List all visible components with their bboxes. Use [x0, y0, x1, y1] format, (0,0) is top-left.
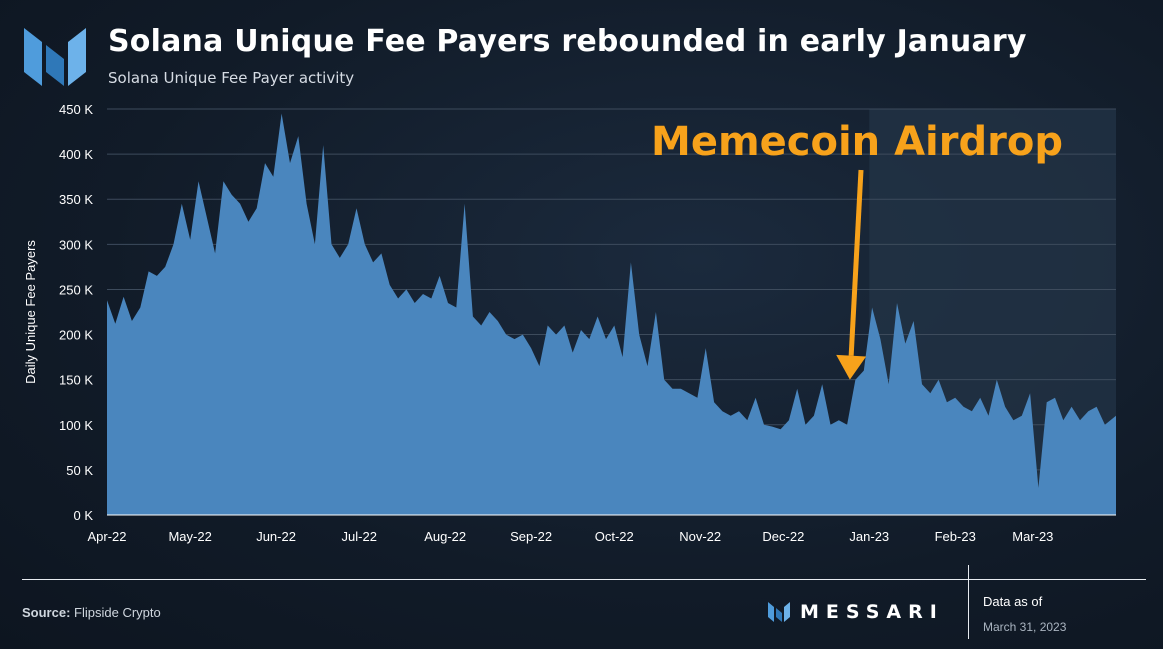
- source-name: Flipside Crypto: [74, 605, 161, 620]
- x-tick-label: Jul-22: [342, 529, 377, 544]
- messari-brand: MESSARI: [768, 600, 944, 624]
- x-tick-label: Jun-22: [256, 529, 296, 544]
- source-note: Source: Flipside Crypto: [22, 605, 161, 620]
- x-tick-labels: Apr-22 May-22 Jun-22 Jul-22 Aug-22 Sep-22 Oct-…: [87, 529, 1053, 544]
- y-tick-label: 400 K: [59, 147, 93, 162]
- y-tick-label: 100 K: [59, 418, 93, 433]
- source-label: Source:: [22, 605, 71, 620]
- series-area: [107, 113, 1116, 515]
- y-tick-label: 450 K: [59, 102, 93, 117]
- annotation-arrow: [848, 169, 864, 356]
- x-tick-label: Apr-22: [87, 529, 126, 544]
- y-tick-label: 0 K: [73, 508, 93, 523]
- x-tick-label: May-22: [168, 529, 211, 544]
- annotation-arrowhead: [836, 354, 867, 380]
- data-as-of-date: March 31, 2023: [983, 620, 1067, 634]
- x-tick-label: Dec-22: [762, 529, 804, 544]
- messari-small-logo-icon: [768, 602, 790, 622]
- x-tick-label: Jan-23: [849, 529, 889, 544]
- x-tick-label: Oct-22: [595, 529, 634, 544]
- y-axis-label: Daily Unique Fee Payers: [23, 240, 38, 384]
- footer-vertical-divider: [968, 565, 969, 639]
- chart-subtitle: Solana Unique Fee Payer activity: [108, 69, 355, 87]
- data-as-of-label: Data as of: [983, 594, 1043, 609]
- brand-name: MESSARI: [800, 601, 944, 623]
- y-tick-label: 50 K: [66, 463, 93, 478]
- x-tick-label: Aug-22: [424, 529, 466, 544]
- area-chart: 0 K 50 K 100 K 150 K 200 K 250 K 300 K 350 K 400…: [23, 102, 1116, 544]
- chart-title: Solana Unique Fee Payers rebounded in ea…: [108, 24, 1027, 59]
- annotation-text: Memecoin Airdrop: [651, 119, 1063, 165]
- y-tick-label: 200 K: [59, 328, 93, 343]
- x-tick-label: Nov-22: [679, 529, 721, 544]
- x-tick-label: Mar-23: [1012, 529, 1053, 544]
- y-tick-label: 350 K: [59, 192, 93, 207]
- y-tick-label: 250 K: [59, 282, 93, 297]
- y-tick-label: 150 K: [59, 373, 93, 388]
- x-tick-label: Feb-23: [935, 529, 976, 544]
- messari-logo-icon: [24, 28, 86, 86]
- footer-divider: [22, 579, 1146, 580]
- x-tick-label: Sep-22: [510, 529, 552, 544]
- y-tick-labels: 0 K 50 K 100 K 150 K 200 K 250 K 300 K 350 K 400…: [59, 102, 93, 523]
- y-tick-label: 300 K: [59, 237, 93, 252]
